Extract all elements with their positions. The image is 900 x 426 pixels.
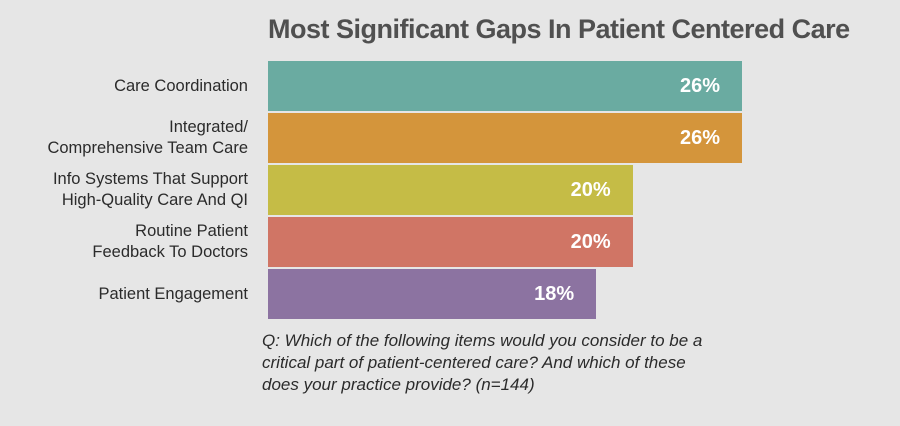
value-label: 26%	[679, 127, 720, 149]
category-label: Patient Engagement	[98, 284, 248, 303]
category-label: Care Coordination	[114, 76, 248, 95]
bar	[268, 269, 597, 319]
chart-title: Most Significant Gaps In Patient Centere…	[268, 14, 850, 44]
note: Q: Which of the following items would yo…	[262, 331, 703, 394]
bar	[268, 113, 742, 163]
value-label: 26%	[679, 75, 720, 97]
bar	[268, 61, 742, 111]
value-label: 18%	[534, 283, 575, 305]
bar	[268, 165, 633, 215]
bar	[268, 217, 633, 267]
category-label: Routine Patient Feedback To Doctors	[92, 222, 248, 261]
category-label: Integrated/ Comprehensive Team Care	[47, 118, 248, 157]
value-label: 20%	[570, 179, 611, 201]
category-label: Info Systems That Support High-Quality C…	[52, 170, 248, 209]
value-label: 20%	[570, 231, 611, 253]
